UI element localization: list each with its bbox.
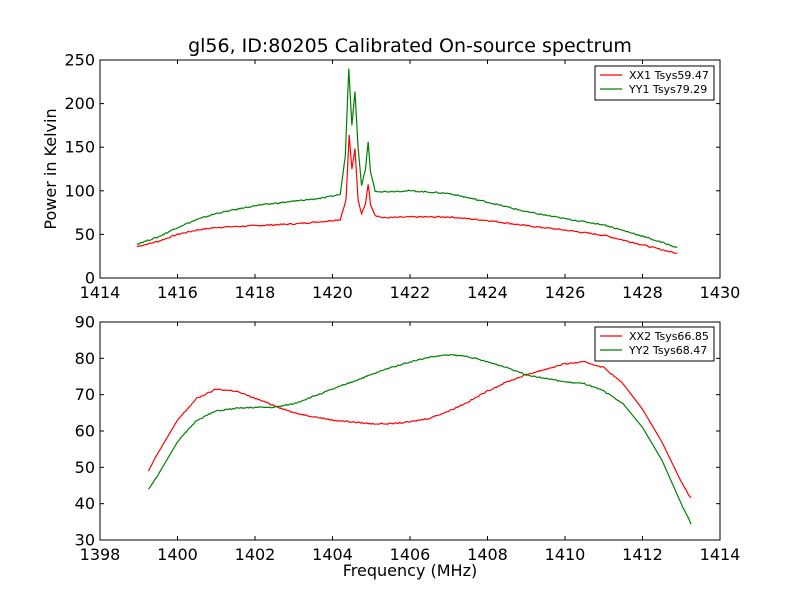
y-tick-label: 90	[75, 313, 95, 332]
y-tick-label: 100	[64, 181, 95, 200]
y-tick-label: 50	[75, 225, 95, 244]
x-tick-label: 1426	[545, 283, 586, 302]
figure-title: gl56, ID:80205 Calibrated On-source spec…	[188, 35, 632, 57]
y-tick-label: 150	[64, 138, 95, 157]
x-tick-label: 1408	[467, 545, 508, 564]
series-line-2	[136, 68, 678, 248]
x-tick-label: 1402	[235, 545, 276, 564]
top-spectrum-panel: 1414 1416 1418 1420 1422 1424 1426 1428 1430 0 50 1…	[41, 51, 740, 303]
legend-entry: YY1 Tsys79.29	[628, 83, 707, 96]
y-tick-label: 30	[75, 531, 95, 550]
legend-entry: XX1 Tsys59.47	[629, 69, 709, 82]
x-tick-label: 1430	[700, 283, 741, 302]
series-line-1	[136, 134, 678, 254]
x-tick-label: 1412	[622, 545, 663, 564]
legend-box	[594, 326, 715, 362]
x-tick-label: 1414	[700, 545, 741, 564]
legend-entry: YY2 Tsys68.47	[628, 344, 707, 357]
x-axis-label: Frequency (MHz)	[343, 561, 477, 580]
x-tick-label: 1418	[235, 283, 276, 302]
y-tick-label: 0	[85, 269, 95, 288]
y-tick-label: 40	[75, 494, 95, 513]
x-tick-label: 1422	[390, 283, 431, 302]
x-tick-label: 1404	[312, 545, 353, 564]
y-tick-label: 80	[75, 349, 95, 368]
legend-box	[594, 65, 715, 101]
x-tick-label: 1398	[80, 545, 121, 564]
x-tick-label: 1406	[390, 545, 431, 564]
x-tick-label: 1414	[80, 283, 121, 302]
y-tick-label: 70	[75, 385, 95, 404]
y-axis-label: Power in Kelvin	[41, 108, 60, 229]
bottom-spectrum-panel: 1398 1400 1402 1404 1406 1408 1410 1412 1414 30 40…	[75, 313, 741, 565]
x-tick-label: 1424	[467, 283, 508, 302]
y-tick-label: 50	[75, 458, 95, 477]
x-tick-label: 1410	[545, 545, 586, 564]
y-tick-label: 200	[64, 94, 95, 113]
series-line-1	[147, 360, 692, 499]
y-tick-label: 250	[64, 51, 95, 70]
legend-entry: XX2 Tsys66.85	[629, 330, 709, 343]
x-tick-label: 1420	[312, 283, 353, 302]
y-tick-label: 60	[75, 422, 95, 441]
x-tick-label: 1400	[157, 545, 198, 564]
x-tick-label: 1428	[622, 283, 663, 302]
x-tick-label: 1416	[157, 283, 198, 302]
series-line-2	[147, 353, 692, 525]
